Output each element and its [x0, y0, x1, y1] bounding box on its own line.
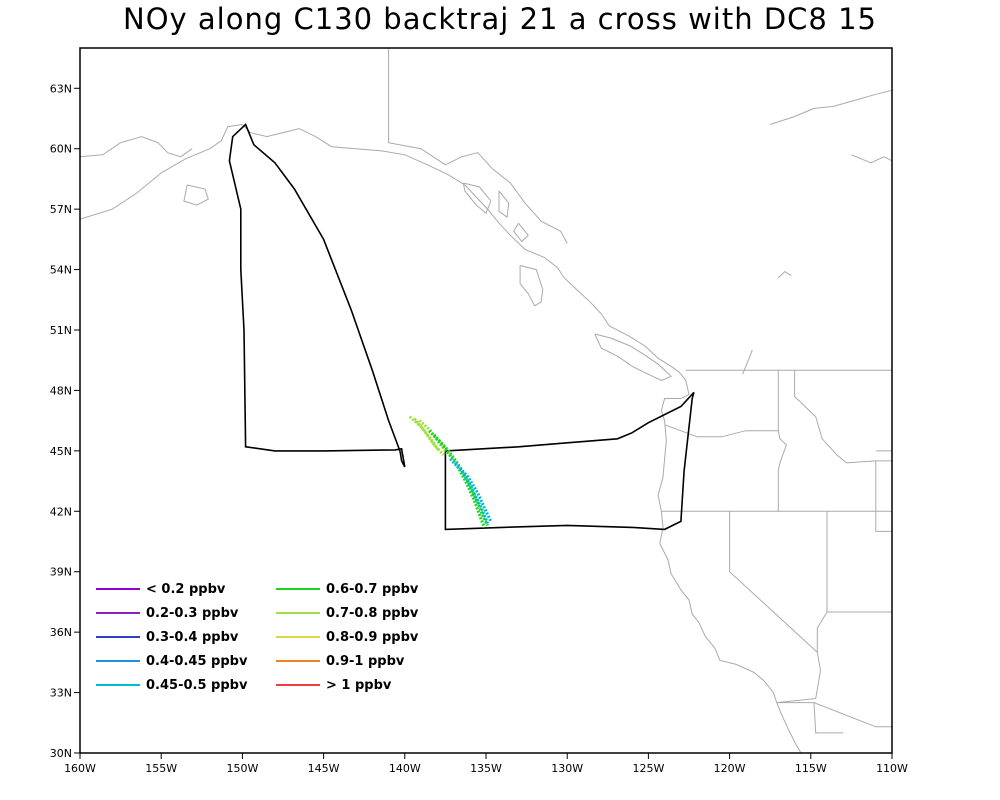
border-segment	[388, 48, 568, 244]
x-tick-label: 130W	[551, 762, 583, 775]
border-segment	[813, 702, 844, 734]
y-tick-label: 57N	[50, 203, 72, 216]
y-tick-label: 33N	[50, 687, 72, 700]
c130-flight-track	[228, 123, 406, 468]
coastline-segment	[183, 184, 209, 206]
legend-entry: 0.2-0.3 ppbv	[96, 606, 239, 621]
flight-track-layer	[228, 123, 695, 531]
border-segment	[729, 511, 818, 653]
legend-entry: 0.9-1 ppbv	[276, 654, 405, 669]
y-tick-label: 48N	[50, 384, 72, 397]
backtrajectory-line	[453, 461, 493, 523]
x-axis: 160W 155W 150W 145W 140W 135W 130W 125W 120W 115W…	[64, 753, 908, 775]
coastline-segment	[512, 222, 529, 243]
map-frame	[79, 47, 893, 754]
y-tick-label: 54N	[50, 264, 72, 277]
y-tick-label: 36N	[50, 626, 72, 639]
trajectory-layer	[408, 415, 493, 528]
y-tick-label: 30N	[50, 747, 72, 760]
legend-entry: < 0.2 ppbv	[96, 582, 226, 597]
backtrajectory-line	[408, 415, 441, 452]
x-tick-label: 145W	[308, 762, 340, 775]
map-title: NOy along C130 backtraj 21 a cross with …	[123, 2, 877, 36]
x-tick-label: 155W	[145, 762, 177, 775]
y-tick-label: 39N	[50, 566, 72, 579]
coastline-segment	[80, 123, 802, 753]
y-tick-label: 60N	[50, 143, 72, 156]
x-tick-label: 135W	[470, 762, 502, 775]
legend-entry: > 1 ppbv	[276, 678, 392, 693]
border-segment	[776, 702, 892, 728]
coastline-segment	[462, 182, 492, 215]
coastline-segment	[498, 190, 510, 219]
legend-entry: 0.7-0.8 ppbv	[276, 606, 419, 621]
border-segment	[875, 460, 892, 532]
x-tick-label: 115W	[795, 762, 827, 775]
legend-entry: 0.3-0.4 ppbv	[96, 630, 239, 645]
coastline-layer	[80, 89, 892, 753]
border-segment	[794, 370, 892, 464]
coastline-segment	[777, 270, 792, 278]
backtrajectory-line	[428, 429, 486, 528]
coastline-segment	[519, 265, 544, 307]
border-segment	[664, 424, 787, 512]
x-tick-label: 110W	[876, 762, 908, 775]
legend-label: 0.3-0.4 ppbv	[146, 630, 239, 645]
y-tick-label: 63N	[50, 82, 72, 95]
legend-label: 0.4-0.45 ppbv	[146, 654, 248, 669]
legend-label: > 1 ppbv	[326, 678, 392, 693]
x-tick-label: 125W	[632, 762, 664, 775]
political-borders-layer	[388, 48, 892, 734]
x-tick-label: 150W	[226, 762, 258, 775]
legend-label: 0.7-0.8 ppbv	[326, 606, 419, 621]
x-tick-label: 120W	[714, 762, 746, 775]
coastline-segment	[770, 89, 892, 125]
legend-label: 0.8-0.9 ppbv	[326, 630, 419, 645]
legend-entry: 0.4-0.45 ppbv	[96, 654, 248, 669]
legend-label: 0.2-0.3 ppbv	[146, 606, 239, 621]
x-tick-label: 160W	[64, 762, 96, 775]
y-tick-label: 45N	[50, 445, 72, 458]
backtrajectory-line	[449, 457, 489, 524]
y-tick-label: 42N	[50, 505, 72, 518]
legend: < 0.2 ppbv 0.2-0.3 ppbv 0.3-0.4 ppbv 0.4-0.…	[96, 582, 419, 693]
legend-label: < 0.2 ppbv	[146, 582, 226, 597]
backtrajectory-line	[413, 417, 445, 456]
legend-entry: 0.8-0.9 ppbv	[276, 630, 419, 645]
coastline-segment	[80, 136, 193, 158]
legend-label: 0.45-0.5 ppbv	[146, 678, 248, 693]
border-segment	[776, 652, 822, 704]
border-segment	[816, 511, 828, 653]
y-tick-label: 51N	[50, 324, 72, 337]
dc8-flight-track	[444, 391, 695, 531]
legend-label: 0.6-0.7 ppbv	[326, 582, 419, 597]
coastline-segment	[594, 333, 673, 381]
x-tick-label: 140W	[389, 762, 421, 775]
legend-entry: 0.6-0.7 ppbv	[276, 582, 419, 597]
coastline-segment	[851, 154, 892, 164]
y-axis: 30N 33N 36N 39N 42N 45N 48N 51N 54N 57N 60N 63N	[50, 82, 80, 760]
legend-label: 0.9-1 ppbv	[326, 654, 405, 669]
legend-entry: 0.45-0.5 ppbv	[96, 678, 248, 693]
